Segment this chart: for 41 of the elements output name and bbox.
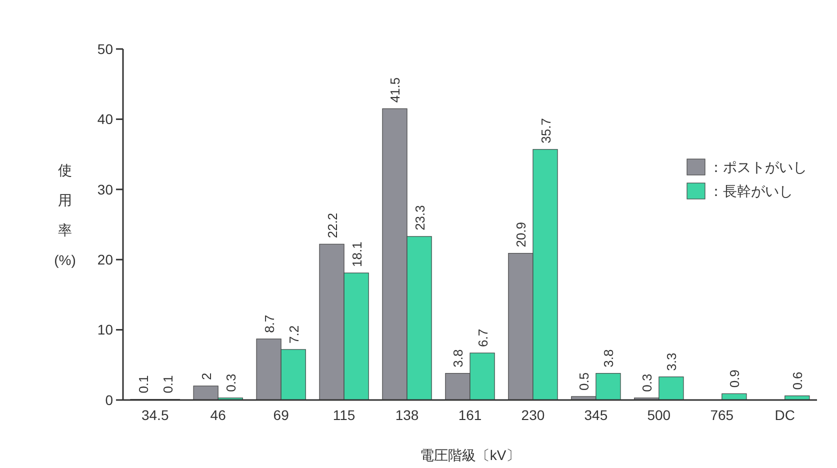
y-tick-label: 30 [97, 181, 114, 198]
data-label: 0.6 [790, 372, 806, 390]
data-label: 8.7 [262, 314, 277, 333]
x-tick-label: 161 [458, 407, 482, 423]
x-tick-label: DC [774, 407, 795, 423]
data-label: 0.3 [640, 374, 655, 392]
y-tick-label: 50 [97, 40, 114, 57]
y-tick-label: 20 [97, 252, 114, 268]
data-label: 41.5 [388, 77, 403, 103]
y-tick-label: 40 [97, 111, 114, 128]
data-label: 3.8 [450, 349, 466, 368]
data-label: 23.3 [412, 205, 428, 230]
x-tick-label: 345 [584, 407, 608, 423]
data-label: 20.9 [514, 222, 529, 248]
data-label: 0.1 [160, 375, 176, 394]
data-label: 0.5 [576, 372, 592, 390]
data-label: 6.7 [475, 328, 490, 347]
data-label: 7.2 [286, 325, 302, 344]
y-tick-label: 10 [97, 322, 114, 338]
x-tick-label: 46 [210, 407, 226, 423]
x-tick-label: 500 [647, 407, 671, 423]
data-label: 0.3 [223, 374, 238, 392]
x-tick-label: 230 [521, 407, 545, 423]
x-tick-label: 115 [332, 407, 356, 423]
x-axis-title: 電圧階級〔kV〕 [420, 447, 520, 463]
data-label: 18.1 [349, 242, 364, 267]
y-axis-title: 使用率(%) [54, 162, 76, 268]
data-label: 3.8 [601, 349, 616, 368]
x-tick-label: 765 [710, 407, 734, 423]
x-tick-label: 69 [273, 407, 290, 423]
data-label: 2 [198, 372, 214, 380]
legend-label: ：長幹がいし [709, 183, 793, 199]
y-tick-label: 0 [105, 392, 114, 408]
data-label: 3.3 [664, 352, 680, 371]
data-label: 0.9 [727, 370, 742, 388]
legend-label: ：ポストがいし [709, 159, 807, 175]
x-tick-label: 138 [395, 407, 419, 423]
data-label: 35.7 [538, 118, 554, 144]
data-label: 0.1 [136, 375, 151, 394]
data-label: 22.2 [324, 212, 340, 238]
x-tick-label: 34.5 [141, 407, 169, 423]
